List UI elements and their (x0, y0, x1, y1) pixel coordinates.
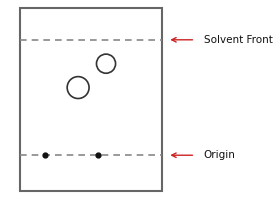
Text: Origin: Origin (204, 150, 235, 160)
Bar (20, 8, 162, 191)
Text: Solvent Front: Solvent Front (204, 35, 273, 45)
